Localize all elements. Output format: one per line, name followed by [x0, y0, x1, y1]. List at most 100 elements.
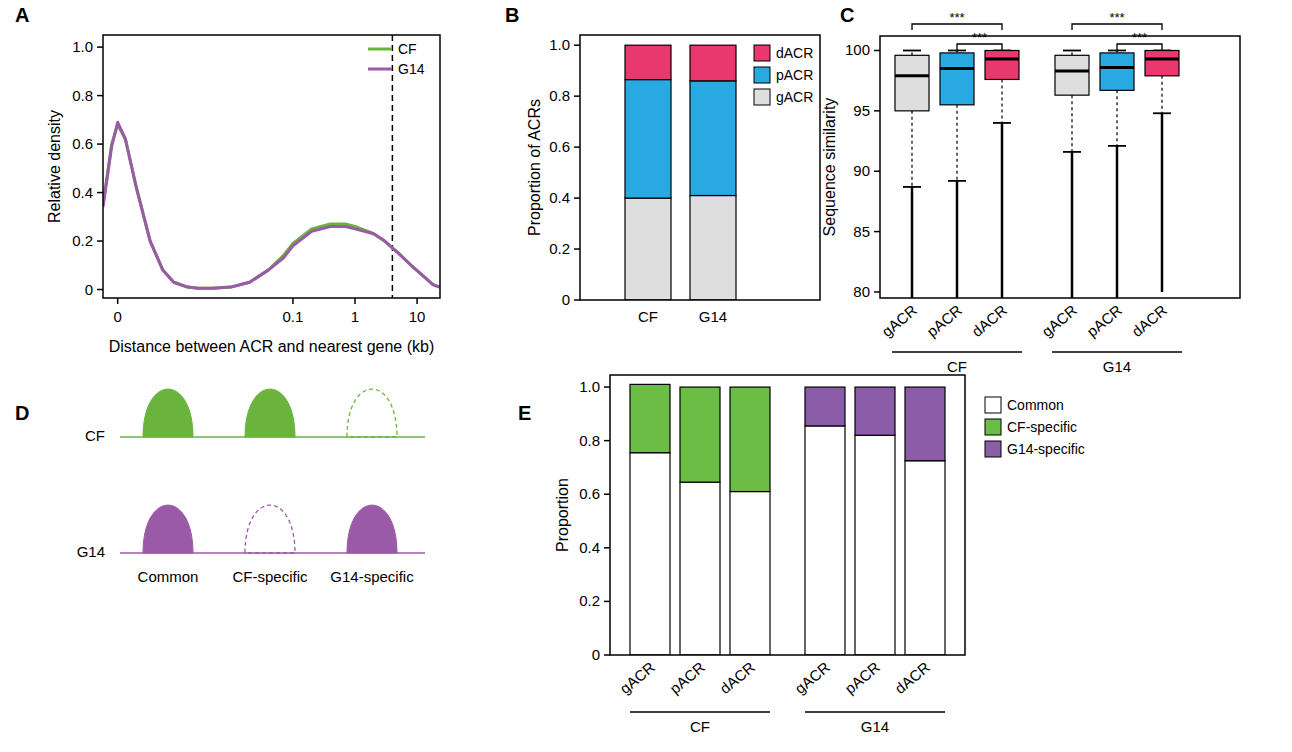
bar-segment — [730, 492, 770, 655]
group-label: CF — [690, 718, 710, 735]
y-tick-label: 85 — [853, 223, 870, 240]
bar-segment — [690, 81, 736, 196]
plot-area — [103, 35, 440, 298]
legend-label: CF-specific — [1007, 419, 1077, 435]
group-rule — [805, 711, 945, 713]
column-label: CF-specific — [232, 568, 308, 585]
whisker-cap — [993, 122, 1011, 124]
y-tick — [574, 197, 580, 199]
whisker-cap — [903, 186, 921, 188]
box — [985, 50, 1019, 79]
median — [1145, 57, 1179, 60]
legend-swatch — [368, 48, 392, 51]
whisker-lower — [1161, 76, 1162, 113]
y-tick — [874, 170, 880, 172]
reference-line — [392, 35, 394, 298]
y-tick-label: 0.8 — [549, 87, 570, 104]
line-series — [103, 122, 440, 288]
legend-swatch — [754, 67, 770, 83]
plot-area — [625, 45, 736, 300]
x-tick-label: 0.1 — [283, 308, 304, 325]
peak-absent — [245, 505, 295, 553]
y-tick — [574, 299, 580, 301]
median — [1055, 70, 1089, 73]
x-tick — [292, 298, 294, 304]
x-tick-label: dACR — [968, 301, 1010, 340]
y-tick-label: 0.2 — [72, 232, 93, 249]
x-tick-label: 0 — [114, 308, 122, 325]
peak — [245, 389, 295, 437]
y-tick-label: 1.0 — [72, 38, 93, 55]
y-tick — [97, 192, 103, 194]
y-tick — [874, 110, 880, 112]
y-tick — [604, 654, 610, 656]
bar-segment — [805, 387, 845, 426]
y-tick — [97, 46, 103, 48]
legend-swatch — [754, 89, 770, 105]
group-rule — [892, 351, 1022, 353]
box — [1145, 50, 1179, 75]
y-tick — [574, 95, 580, 97]
whisker-cap — [1153, 112, 1171, 114]
y-tick — [97, 289, 103, 291]
whisker-lower — [956, 105, 957, 181]
legend-label: G14-specific — [1007, 441, 1085, 457]
y-tick-label: 1.0 — [579, 378, 600, 395]
y-axis-label: Relative density — [46, 110, 63, 223]
outliers — [956, 181, 959, 298]
bar-segment — [630, 384, 670, 452]
legend-label: G14 — [398, 61, 425, 77]
whisker-lower — [911, 111, 912, 187]
y-tick — [604, 601, 610, 603]
median — [985, 57, 1019, 60]
whisker-cap — [1063, 50, 1081, 52]
x-tick-label: dACR — [1128, 301, 1170, 340]
plot-area — [895, 50, 1179, 298]
legend-swatch — [985, 397, 1001, 413]
legend-swatch — [754, 45, 770, 61]
y-tick — [874, 50, 880, 52]
y-tick-label: 0.8 — [72, 87, 93, 104]
group-label: CF — [947, 358, 967, 375]
y-tick — [574, 146, 580, 148]
plot-frame — [103, 35, 440, 298]
group-label: G14 — [861, 718, 889, 735]
x-tick-label: dACR — [716, 658, 758, 697]
y-tick — [97, 240, 103, 242]
whisker-cap — [903, 50, 921, 52]
legend-label: CF — [398, 41, 417, 57]
median — [895, 74, 929, 77]
outliers — [1071, 152, 1074, 298]
whisker-cap — [948, 180, 966, 182]
track-label: G14 — [77, 543, 105, 560]
legend-swatch — [368, 68, 392, 71]
legend-label: dACR — [776, 45, 813, 61]
y-tick-label: 90 — [853, 162, 870, 179]
y-tick — [97, 143, 103, 145]
bar-segment — [905, 387, 945, 461]
x-tick-label: G14 — [699, 308, 727, 325]
plot-area — [630, 384, 945, 655]
x-tick — [354, 298, 356, 304]
x-tick-label: 1 — [351, 308, 359, 325]
x-tick-label: pACR — [666, 658, 708, 697]
significance-label: *** — [972, 30, 987, 45]
y-tick — [574, 248, 580, 250]
y-axis-label: Sequence similarity — [821, 98, 838, 237]
x-tick-label: CF — [638, 308, 658, 325]
box — [1055, 55, 1089, 95]
legend-swatch — [985, 441, 1001, 457]
legend-label: pACR — [776, 67, 813, 83]
significance-label: *** — [949, 10, 964, 25]
x-tick — [117, 298, 119, 304]
y-tick-label: 0 — [562, 291, 570, 308]
bar-segment — [625, 80, 671, 198]
y-tick-label: 0.2 — [579, 592, 600, 609]
y-tick-label: 0.8 — [579, 432, 600, 449]
y-tick — [604, 547, 610, 549]
y-tick — [874, 291, 880, 293]
whisker-lower — [1071, 95, 1072, 152]
y-tick-label: 100 — [845, 41, 870, 58]
line-series — [103, 125, 440, 289]
peak — [143, 505, 193, 553]
